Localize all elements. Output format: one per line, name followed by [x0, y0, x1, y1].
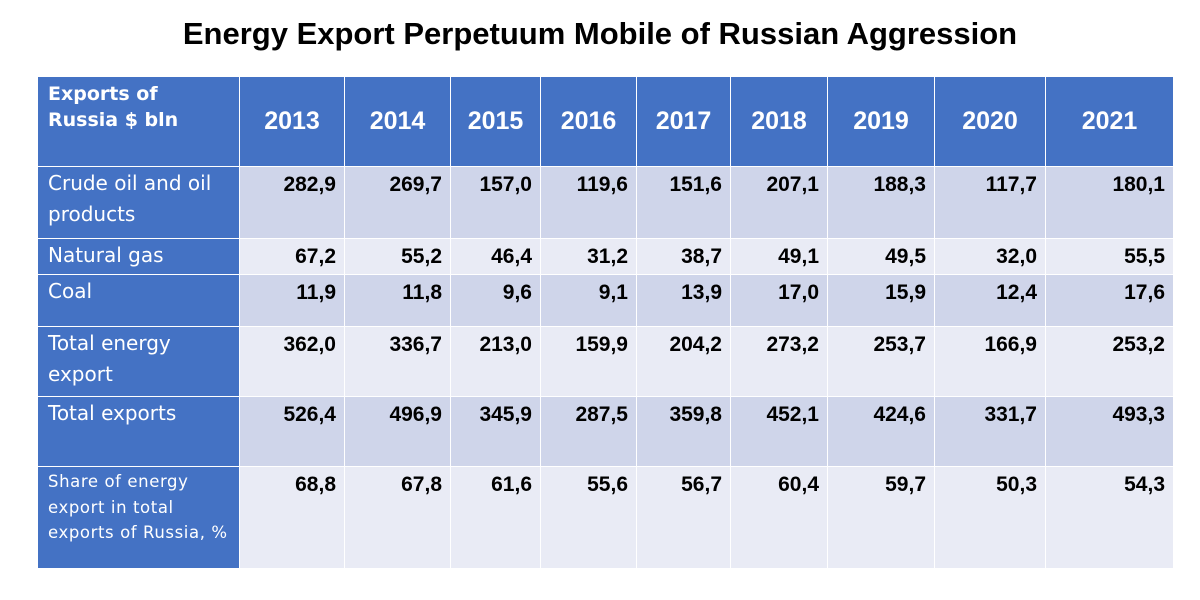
value-cell: 159,9 — [540, 326, 637, 397]
value-cell: 17,0 — [730, 274, 828, 327]
value-cell: 55,2 — [344, 238, 451, 275]
row-label: Total energy export — [37, 326, 240, 397]
value-cell: 331,7 — [934, 396, 1046, 467]
table-row-crude-oil: Crude oil and oil products 282,9 269,7 157,… — [37, 166, 1174, 239]
value-cell: 151,6 — [636, 166, 731, 239]
row-label: Coal — [37, 274, 240, 327]
value-cell: 54,3 — [1045, 466, 1174, 569]
year-header: 2017 — [636, 76, 731, 167]
value-cell: 496,9 — [344, 396, 451, 467]
value-cell: 59,7 — [827, 466, 935, 569]
page-title: Energy Export Perpetuum Mobile of Russia… — [182, 16, 1018, 51]
value-cell: 362,0 — [239, 326, 345, 397]
value-cell: 273,2 — [730, 326, 828, 397]
value-cell: 9,6 — [450, 274, 541, 327]
value-cell: 166,9 — [934, 326, 1046, 397]
value-cell: 49,1 — [730, 238, 828, 275]
value-cell: 49,5 — [827, 238, 935, 275]
table-row-total-exports: Total exports 526,4 496,9 345,9 287,5 359,8 45… — [37, 396, 1174, 467]
value-cell: 38,7 — [636, 238, 731, 275]
exports-table: Exports of Russia $ bln 2013 2014 2015 2… — [37, 76, 1174, 569]
value-cell: 31,2 — [540, 238, 637, 275]
value-cell: 493,3 — [1045, 396, 1174, 467]
value-cell: 345,9 — [450, 396, 541, 467]
value-cell: 213,0 — [450, 326, 541, 397]
value-cell: 32,0 — [934, 238, 1046, 275]
value-cell: 50,3 — [934, 466, 1046, 569]
table-row-natural-gas: Natural gas 67,2 55,2 46,4 31,2 38,7 49,1 49,5 3… — [37, 238, 1174, 275]
value-cell: 15,9 — [827, 274, 935, 327]
value-cell: 424,6 — [827, 396, 935, 467]
row-label: Natural gas — [37, 238, 240, 275]
value-cell: 207,1 — [730, 166, 828, 239]
value-cell: 269,7 — [344, 166, 451, 239]
value-cell: 117,7 — [934, 166, 1046, 239]
year-header: 2018 — [730, 76, 828, 167]
year-header: 2019 — [827, 76, 935, 167]
value-cell: 452,1 — [730, 396, 828, 467]
value-cell: 12,4 — [934, 274, 1046, 327]
value-cell: 67,8 — [344, 466, 451, 569]
table-body: Exports of Russia $ bln 2013 2014 2015 2… — [37, 76, 1174, 569]
year-header: 2020 — [934, 76, 1046, 167]
value-cell: 11,9 — [239, 274, 345, 327]
year-header: 2015 — [450, 76, 541, 167]
year-header: 2021 — [1045, 76, 1174, 167]
value-cell: 119,6 — [540, 166, 637, 239]
value-cell: 13,9 — [636, 274, 731, 327]
value-cell: 157,0 — [450, 166, 541, 239]
row-label: Crude oil and oil products — [37, 166, 240, 239]
row-label: Total exports — [37, 396, 240, 467]
value-cell: 526,4 — [239, 396, 345, 467]
value-cell: 287,5 — [540, 396, 637, 467]
row-label: Share of energy export in total exports … — [37, 466, 240, 569]
year-header: 2014 — [344, 76, 451, 167]
corner-header: Exports of Russia $ bln — [37, 76, 240, 167]
value-cell: 55,6 — [540, 466, 637, 569]
year-header: 2013 — [239, 76, 345, 167]
table-row-coal: Coal 11,9 11,8 9,6 9,1 13,9 17,0 15,9 12,4 17,6 — [37, 274, 1174, 327]
value-cell: 253,7 — [827, 326, 935, 397]
value-cell: 68,8 — [239, 466, 345, 569]
table-row-energy-share: Share of energy export in total exports … — [37, 466, 1174, 569]
value-cell: 11,8 — [344, 274, 451, 327]
value-cell: 9,1 — [540, 274, 637, 327]
value-cell: 359,8 — [636, 396, 731, 467]
value-cell: 204,2 — [636, 326, 731, 397]
value-cell: 188,3 — [827, 166, 935, 239]
value-cell: 67,2 — [239, 238, 345, 275]
value-cell: 17,6 — [1045, 274, 1174, 327]
year-header: 2016 — [540, 76, 637, 167]
value-cell: 253,2 — [1045, 326, 1174, 397]
value-cell: 55,5 — [1045, 238, 1174, 275]
value-cell: 282,9 — [239, 166, 345, 239]
value-cell: 46,4 — [450, 238, 541, 275]
value-cell: 60,4 — [730, 466, 828, 569]
value-cell: 180,1 — [1045, 166, 1174, 239]
header-row: Exports of Russia $ bln 2013 2014 2015 2… — [37, 76, 1174, 167]
value-cell: 61,6 — [450, 466, 541, 569]
table-row-total-energy-export: Total energy export 362,0 336,7 213,0 159,9 2… — [37, 326, 1174, 397]
value-cell: 336,7 — [344, 326, 451, 397]
value-cell: 56,7 — [636, 466, 731, 569]
